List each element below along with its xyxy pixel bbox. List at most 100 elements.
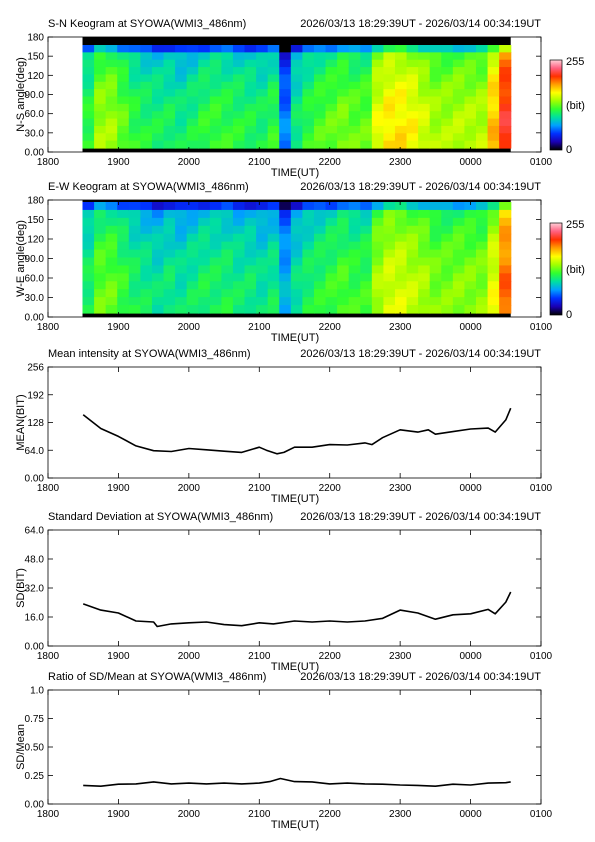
keogram-cell [337, 305, 350, 314]
keogram-cell [418, 289, 431, 298]
keogram-cell [175, 59, 188, 68]
keogram-cell [383, 273, 396, 282]
keogram-cell [406, 103, 419, 112]
keogram-cell [464, 217, 477, 227]
keogram-cell [117, 52, 130, 61]
keogram-cell [475, 289, 489, 298]
keogram-cell [279, 257, 292, 267]
keogram-cell [337, 52, 350, 61]
keogram-cell [267, 74, 280, 83]
colorbar-min-label: 0 [566, 144, 572, 156]
keogram-cell [429, 59, 442, 68]
x-tick-label: 0000 [459, 809, 482, 820]
keogram-cell [406, 265, 419, 274]
keogram-cell [499, 202, 512, 211]
keogram-cell [128, 118, 141, 127]
keogram-cell [348, 233, 361, 243]
keogram-cell [348, 133, 361, 142]
keogram-cell [151, 281, 165, 290]
keogram-cell [128, 133, 141, 142]
keogram-cell [117, 45, 130, 53]
keogram-cell [128, 81, 141, 90]
keogram-cell [325, 81, 338, 90]
keogram-cell [186, 202, 199, 211]
keogram-cell [198, 202, 211, 211]
x-tick-label: 1800 [37, 322, 60, 333]
keogram-cell [209, 273, 222, 282]
keogram-cell [94, 233, 107, 243]
keogram-cell [302, 202, 315, 211]
keogram-cell [267, 202, 280, 211]
keogram-cell [140, 273, 153, 282]
keogram-cell [348, 67, 361, 76]
keogram-cell [406, 225, 419, 235]
keogram-cell [499, 89, 512, 98]
keogram-cell [452, 59, 466, 68]
keogram-cell [302, 81, 315, 90]
keogram-cell [429, 225, 442, 235]
keogram-cell [151, 125, 165, 134]
keogram-cell [151, 96, 165, 105]
keogram-cell [475, 257, 489, 267]
keogram-cell [441, 133, 454, 142]
keogram-cell [302, 118, 315, 127]
keogram-cell [441, 289, 454, 298]
keogram-cell [452, 281, 466, 290]
keogram-cell [163, 233, 176, 243]
keogram-cell [221, 209, 234, 219]
keogram-cell [302, 225, 315, 235]
series-line [82, 407, 512, 455]
keogram-cell [360, 103, 373, 112]
keogram-cell [279, 297, 292, 306]
keogram-cell [290, 81, 303, 90]
keogram-cell [82, 209, 95, 219]
keogram-cell [302, 265, 315, 274]
x-tick-label: 0100 [530, 651, 553, 662]
keogram-cell [151, 140, 165, 149]
keogram-cell [232, 273, 246, 282]
keogram-cell [394, 289, 408, 298]
keogram-cell [441, 305, 454, 314]
keogram-cell [325, 202, 338, 211]
keogram-cell [325, 59, 338, 68]
keogram-cell [221, 140, 234, 149]
keogram-cell [117, 111, 130, 120]
keogram-cell [406, 281, 419, 290]
x-tick-label: 0100 [530, 157, 553, 168]
plot-frame [47, 366, 542, 479]
keogram-cell [394, 217, 408, 227]
keogram-cell [244, 133, 257, 142]
keogram-cell [128, 202, 141, 211]
keogram-cell [198, 89, 211, 98]
keogram-cell [82, 52, 95, 61]
keogram-cell [279, 209, 292, 219]
keogram-cell [279, 225, 292, 235]
x-tick-label: 2000 [178, 483, 201, 494]
keogram-cell [117, 59, 130, 68]
keogram-cell [117, 209, 130, 219]
keogram-cell [186, 305, 199, 314]
keogram-cell [267, 265, 280, 274]
keogram-cell [94, 67, 107, 76]
keogram-cell [383, 265, 396, 274]
keogram-cell [499, 133, 512, 142]
keogram-cell [140, 289, 153, 298]
keogram-cell [279, 217, 292, 227]
keogram-cell [163, 81, 176, 90]
x-tick-label: 1800 [37, 483, 60, 494]
keogram-cell [371, 52, 385, 61]
keogram-cell [394, 273, 408, 282]
keogram-cell [360, 74, 373, 83]
keogram-cell [151, 45, 165, 53]
keogram-cell [337, 118, 350, 127]
keogram-cell [441, 89, 454, 98]
keogram-cell [302, 103, 315, 112]
keogram-cell [117, 297, 130, 306]
keogram-cell [348, 118, 361, 127]
x-tick-label: 2200 [319, 651, 342, 662]
keogram-cell [429, 241, 442, 251]
keogram-cell [128, 281, 141, 290]
keogram-cell [128, 233, 141, 243]
keogram-cell [360, 52, 373, 61]
keogram-cell [348, 273, 361, 282]
